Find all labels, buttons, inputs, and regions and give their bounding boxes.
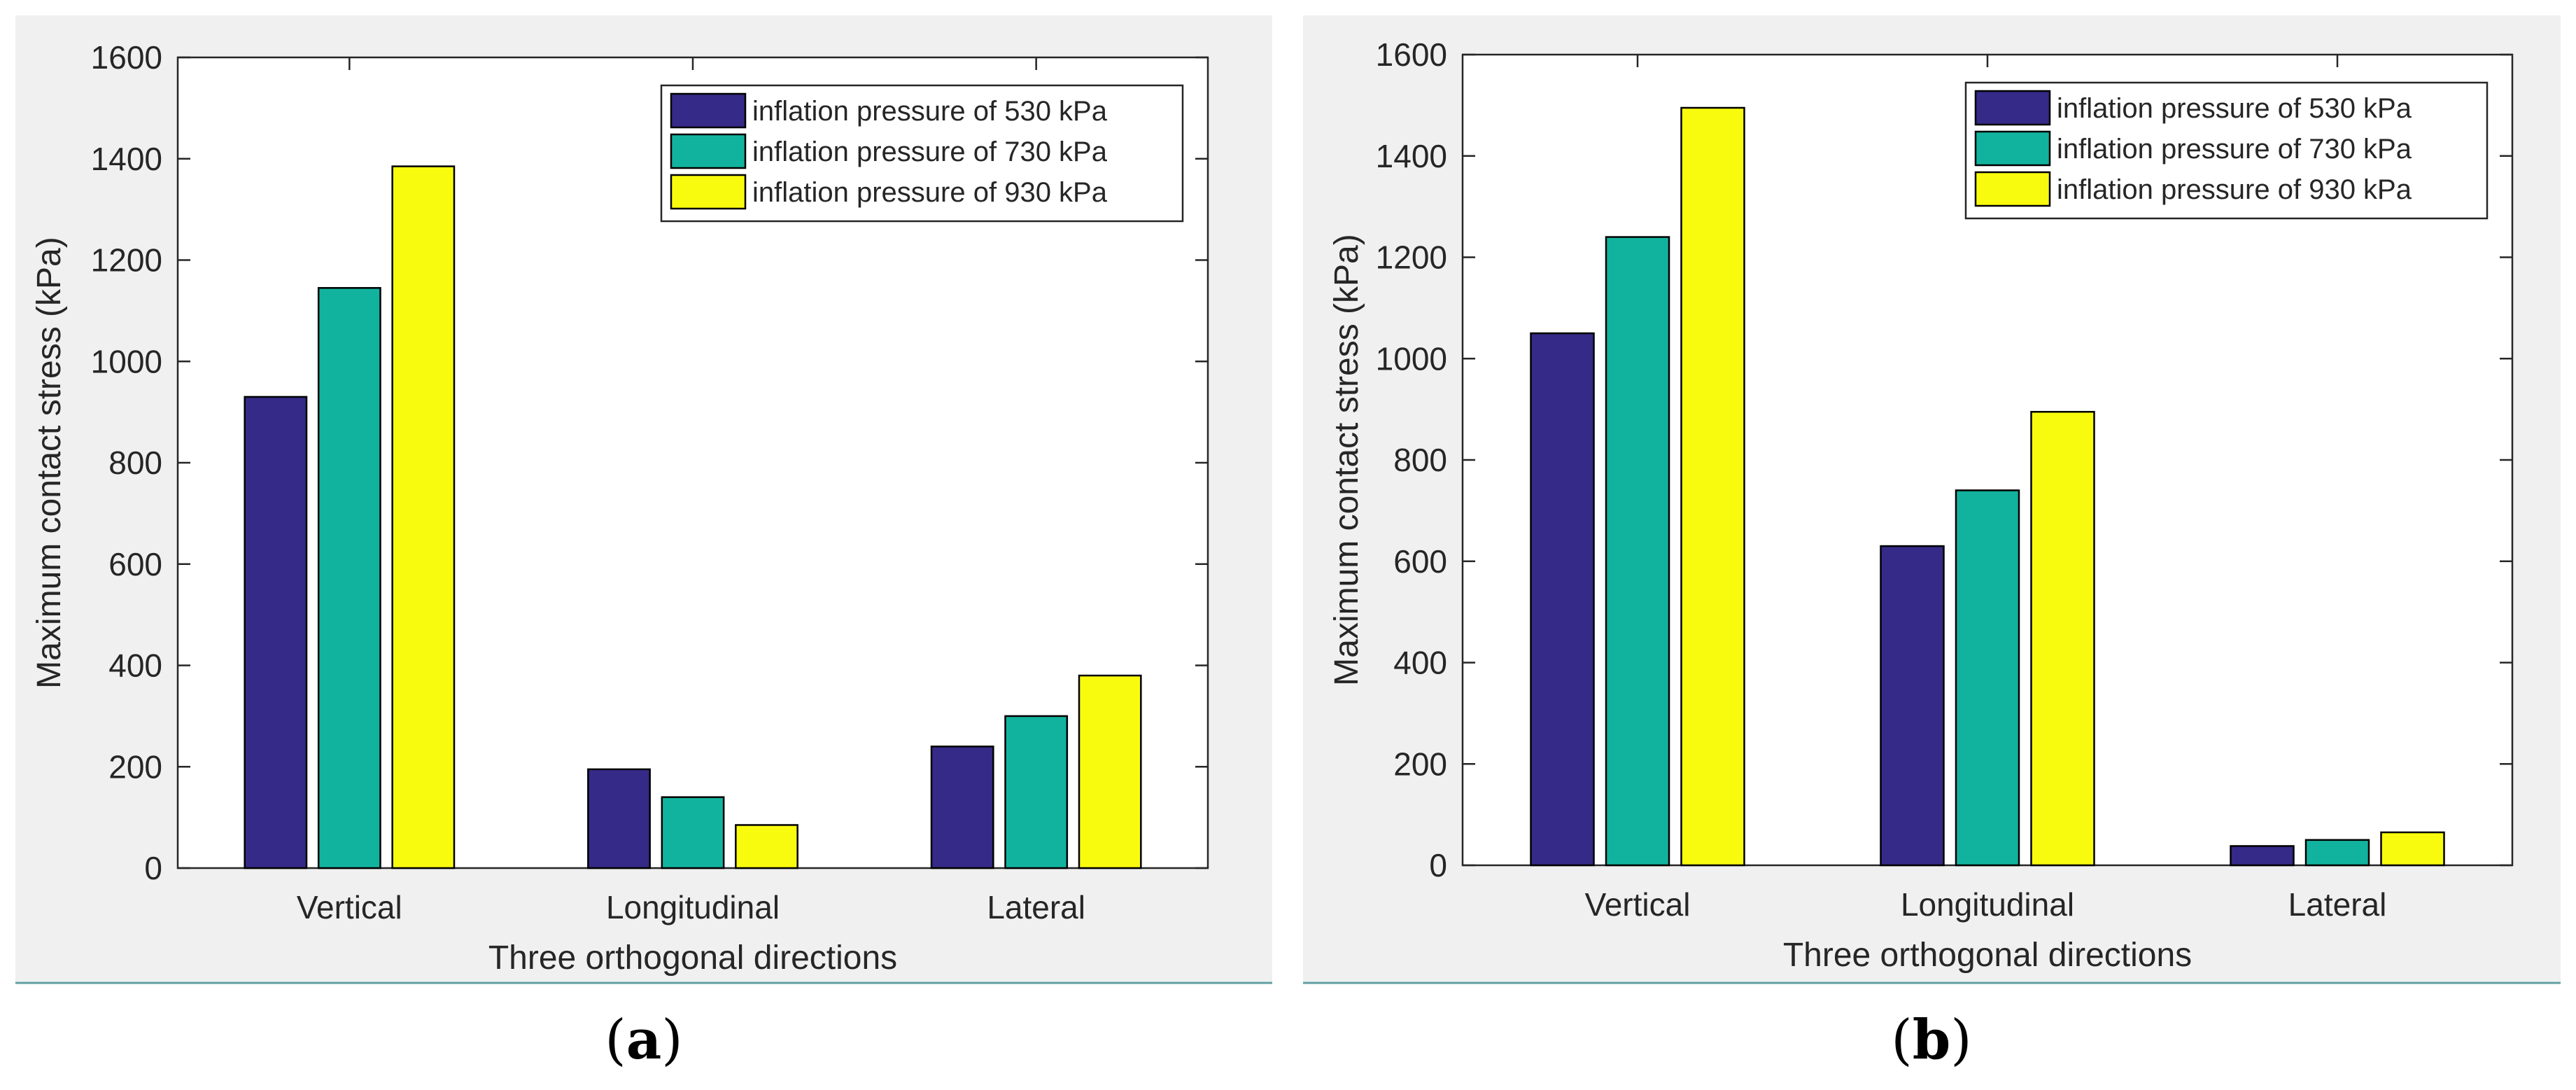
legend-swatch: [670, 133, 747, 169]
y-tick-label: 0: [144, 850, 162, 886]
legend-swatch: [670, 92, 747, 129]
bar-vertical-series-2: [317, 287, 381, 869]
y-tick-label: 1000: [91, 343, 162, 379]
bar-longitudinal-series-3: [735, 824, 798, 869]
y-tick-label: 800: [108, 445, 162, 481]
y-tick-label: 1600: [91, 39, 162, 76]
caption-a: (a): [605, 1008, 683, 1072]
y-tick-label: 1600: [1376, 36, 1447, 73]
y-tick-label: 1400: [1376, 138, 1447, 174]
legend-label: inflation pressure of 930 kPa: [752, 177, 1108, 208]
y-tick-label: 1200: [91, 242, 162, 279]
caption-a-letter: a: [626, 1008, 662, 1072]
legend-swatch: [1974, 90, 2051, 126]
legend-box: [660, 84, 1184, 223]
x-axis-title: Three orthogonal directions: [1783, 937, 2192, 974]
chart-panel-a: 0 200 400 600 800 1000 1200 1400 1600 Vertical Lon…: [15, 15, 1272, 1072]
legend-box: [1964, 81, 2489, 220]
y-tick-label: 0: [1429, 847, 1447, 883]
x-category-label: Lateral: [987, 889, 1085, 925]
bar-vertical-series-3: [391, 165, 456, 869]
y-tick-label: 600: [1393, 543, 1447, 580]
y-tick-label: 1400: [91, 141, 162, 177]
bar-vertical-series-3: [1680, 106, 1745, 867]
caption-b: (b): [1891, 1008, 1972, 1072]
y-tick-label: 400: [108, 648, 162, 684]
x-category-label: Longitudinal: [606, 889, 780, 925]
bar-lateral-series-3: [2380, 831, 2445, 867]
bar-longitudinal-series-1: [587, 768, 651, 869]
legend-swatch: [670, 174, 747, 210]
bar-longitudinal-series-3: [2030, 410, 2095, 867]
y-axis-title: Maximum contact stress (kPa): [1328, 234, 1365, 685]
x-category-label: Vertical: [1585, 886, 1691, 923]
bar-longitudinal-series-1: [1880, 545, 1945, 867]
caption-b-letter: b: [1912, 1008, 1951, 1072]
y-axis-title: Maximum contact stress (kPa): [31, 237, 68, 688]
y-tick-label: 600: [108, 546, 162, 582]
legend-label: inflation pressure of 930 kPa: [2057, 174, 2412, 205]
bar-lateral-series-1: [2230, 845, 2295, 867]
chart-panel-b: 0 200 400 600 800 1000 1200 1400 1600 Vertical Lon…: [1288, 0, 2576, 1090]
bar-vertical-series-1: [244, 396, 308, 869]
legend-label: inflation pressure of 730 kPa: [752, 137, 1108, 167]
bar-chart-a: 0 200 400 600 800 1000 1200 1400 1600 Vertical Lon…: [15, 15, 1272, 984]
y-tick-label: 1200: [1376, 239, 1447, 276]
legend-label: inflation pressure of 530 kPa: [752, 96, 1108, 127]
x-category-label: Vertical: [297, 889, 402, 925]
x-axis-title: Three orthogonal directions: [488, 939, 897, 977]
bar-lateral-series-1: [930, 746, 994, 869]
x-category-label: Longitudinal: [1901, 886, 2074, 923]
legend-swatch: [1974, 171, 2051, 207]
y-tick-label: 800: [1393, 442, 1447, 478]
bar-lateral-series-3: [1078, 674, 1142, 869]
legend-label: inflation pressure of 530 kPa: [2057, 93, 2412, 124]
bar-vertical-series-2: [1605, 236, 1670, 867]
y-tick-label: 200: [108, 748, 162, 785]
bar-vertical-series-1: [1530, 332, 1595, 867]
bar-longitudinal-series-2: [1955, 489, 2020, 867]
bar-chart-b: 0 200 400 600 800 1000 1200 1400 1600 Vertical Lon…: [1303, 15, 2561, 984]
bar-lateral-series-2: [1004, 715, 1069, 869]
legend-label: inflation pressure of 730 kPa: [2057, 134, 2412, 165]
bar-lateral-series-2: [2304, 839, 2370, 867]
y-tick-label: 1000: [1376, 340, 1447, 377]
x-category-label: Lateral: [2288, 886, 2387, 923]
y-tick-label: 400: [1393, 645, 1447, 681]
bar-longitudinal-series-2: [661, 796, 725, 869]
legend-swatch: [1974, 130, 2051, 167]
y-tick-label: 200: [1393, 746, 1447, 782]
